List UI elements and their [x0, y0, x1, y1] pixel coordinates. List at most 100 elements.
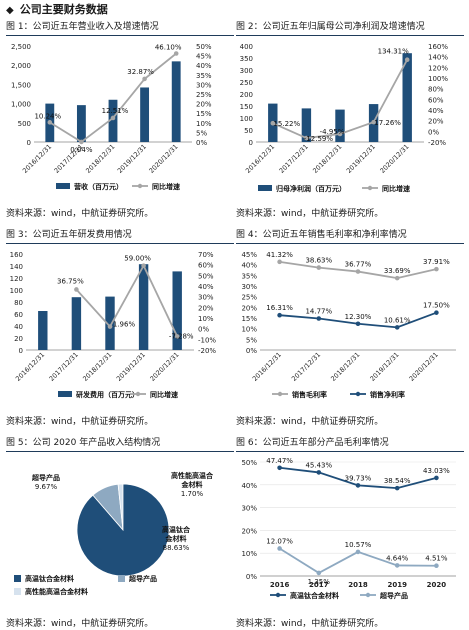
- legend-label: 归母净利润（百万元）: [276, 184, 346, 193]
- y-left-tick-label: 1,500: [11, 81, 31, 89]
- data-label: -4.95%: [320, 128, 345, 136]
- chart-caption: 图 1：公司近五年营业收入及增速情况: [6, 20, 234, 36]
- x-tick-label: 2019/12/31: [115, 351, 147, 383]
- pie-label-superconductor: 超导产品: [32, 473, 60, 482]
- data-label: 4.64%: [386, 554, 409, 562]
- legend-swatch: [14, 588, 21, 595]
- chart-caption: 图 3：公司近五年研发费用情况: [6, 228, 234, 244]
- series-point: [355, 269, 361, 274]
- y-tick-label: 45%: [241, 251, 257, 259]
- growth-line: [75, 263, 179, 337]
- data-label: -12.59%: [304, 135, 334, 143]
- legend-swatch-marker: [275, 592, 281, 598]
- y-right-tick-label: 100%: [428, 75, 448, 83]
- source-note: 资料来源：wind，中航证券研究所。: [236, 209, 384, 219]
- data-label: 17.50%: [423, 302, 450, 310]
- data-label: 43.03%: [423, 467, 450, 475]
- series-point: [277, 312, 282, 318]
- chart-panel-net-profit: 图 2：公司近五年归属母公司净利润及增速情况 0 50 100 150 200 250 30…: [236, 20, 466, 220]
- pie-label-superalloy-pct: 1.70%: [181, 490, 204, 498]
- growth-point: [270, 120, 276, 126]
- legend-swatch-marker: [135, 391, 141, 397]
- pie-label-titanium: 高温钛合: [162, 525, 191, 534]
- x-tick-label: 2019: [387, 581, 407, 589]
- data-label: 15.22%: [273, 120, 300, 128]
- legend-label: 同比增速: [382, 184, 410, 193]
- data-label: 41.32%: [266, 251, 293, 259]
- series-point: [316, 316, 322, 321]
- data-label: 39.73%: [345, 474, 372, 482]
- y-right-tick-label: -20%: [428, 139, 446, 147]
- y-right-tick-label: 120%: [428, 64, 448, 72]
- data-label: 38.54%: [384, 477, 411, 485]
- chart-panel-revenue: 图 1：公司近五年营业收入及增速情况 0 500 1,000 1,500 2,000 2,…: [6, 20, 236, 220]
- data-label: 1.35%: [308, 578, 331, 586]
- legend-label: 营收（百万元）: [74, 182, 123, 191]
- y-left-tick-label: 20: [14, 335, 23, 343]
- legend-label: 超导产品: [380, 591, 408, 600]
- section-title: ◆ 公司主要财务数据: [6, 1, 108, 17]
- chart-caption: 图 6：公司近五年部分产品毛利率情况: [236, 436, 464, 452]
- y-left-tick-label: 60: [14, 311, 23, 319]
- y-left-tick-label: 1,000: [11, 101, 31, 109]
- y-left-tick-label: 0: [249, 139, 253, 147]
- series-point: [316, 570, 322, 576]
- bar: [105, 296, 115, 350]
- series-point: [434, 563, 439, 569]
- y-left-tick-label: 350: [240, 55, 253, 63]
- y-right-tick-label: 50%: [198, 272, 214, 280]
- x-tick-label: 2017/12/31: [290, 351, 322, 383]
- bar: [140, 87, 150, 142]
- series-point: [394, 563, 400, 568]
- y-right-tick-label: 10%: [198, 315, 214, 323]
- data-label: 10.57%: [345, 541, 372, 549]
- legend-label: 高温钛合金材料: [290, 591, 339, 600]
- series-point: [355, 321, 361, 327]
- y-tick-label: 15%: [241, 315, 257, 323]
- growth-point: [404, 57, 410, 63]
- series-point: [277, 546, 282, 551]
- legend-swatch-marker: [365, 592, 371, 598]
- source-note: 资料来源：wind，中航证券研究所。: [6, 619, 154, 629]
- source-note: 资料来源：wind，中航证券研究所。: [236, 619, 384, 629]
- legend-swatch-marker: [355, 391, 361, 397]
- data-label: 10.61%: [384, 316, 411, 324]
- x-tick-label: 2018/12/31: [329, 351, 361, 383]
- data-label: 59.00%: [124, 255, 151, 263]
- y-left-tick-label: 50: [244, 127, 253, 135]
- legend-swatch-bar: [56, 183, 70, 189]
- growth-point: [47, 120, 53, 125]
- y-left-tick-label: 250: [240, 79, 253, 87]
- x-tick-label: 2017/12/31: [48, 351, 80, 383]
- data-label: 12.51%: [102, 107, 129, 115]
- x-tick-label: 2016/12/31: [21, 143, 53, 175]
- chart-panel-revenue-structure: 图 5：公司 2020 年产品收入结构情况 高温钛合 金材料 88.63% 超导产品 9…: [6, 436, 236, 630]
- margin-chart: 0%5%10%15%20%25%30%35%40%45%2016/12/31 20…: [241, 251, 456, 399]
- legend-label: 同比增速: [152, 182, 180, 191]
- y-tick-label: 30%: [241, 505, 257, 513]
- series-point: [355, 549, 361, 555]
- y-right-tick-label: 0%: [196, 139, 207, 147]
- x-tick-label: 2019/12/31: [116, 143, 148, 175]
- pie-label-superalloy: 金材料: [181, 480, 203, 489]
- y-right-tick-label: 45%: [196, 53, 212, 61]
- data-label: 37.91%: [423, 258, 450, 266]
- series-point: [434, 310, 439, 315]
- x-tick-label: 2019/12/31: [368, 351, 400, 383]
- rnd-expense-chart: 0 20 40 60 80 100 120 140 160 -20% -10% 0% 10% 20% 30%…: [10, 251, 217, 399]
- bar: [171, 61, 181, 142]
- source-note: 资料来源：wind，中航证券研究所。: [6, 417, 154, 427]
- y-tick-label: 40%: [241, 262, 257, 270]
- bar: [138, 264, 149, 350]
- y-tick-label: 35%: [241, 272, 257, 280]
- y-right-tick-label: -10%: [198, 336, 216, 344]
- growth-point: [371, 119, 376, 125]
- bar: [38, 311, 48, 350]
- data-label: 36.77%: [345, 261, 372, 269]
- y-tick-label: 20%: [241, 527, 257, 535]
- data-label: 4.51%: [425, 555, 448, 563]
- data-label: 46.10%: [155, 43, 182, 51]
- data-label: 0.04%: [70, 146, 93, 154]
- legend-label: 研发费用（百万元）: [76, 390, 139, 399]
- x-tick-label: 2016/12/31: [244, 143, 276, 175]
